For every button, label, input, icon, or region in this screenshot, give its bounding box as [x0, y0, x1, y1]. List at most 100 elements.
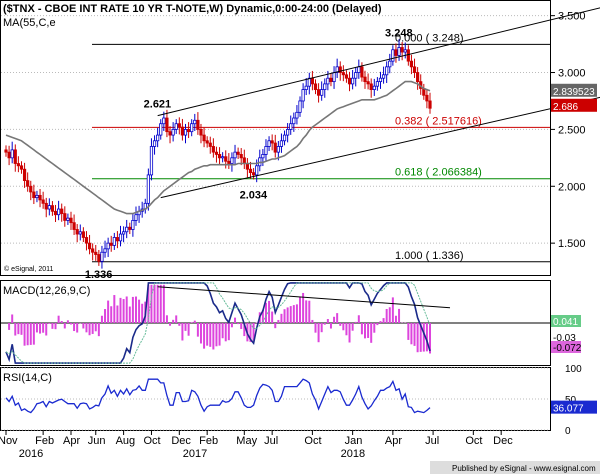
rsi-y-tick-label: 100	[565, 364, 582, 375]
x-month-label: Oct	[465, 435, 482, 447]
candle-body	[94, 251, 98, 255]
candle-body	[196, 119, 200, 130]
rsi-panel	[0, 367, 551, 431]
candle-body	[307, 77, 311, 87]
candle-body	[397, 47, 401, 56]
candle-body	[385, 66, 389, 76]
candle-body	[239, 154, 243, 159]
candle-body	[242, 157, 246, 164]
candle-body	[205, 140, 209, 144]
candle-body	[245, 163, 250, 170]
x-month-label: Aug	[116, 435, 136, 447]
candle-body	[323, 83, 327, 90]
candle-body	[159, 123, 163, 136]
fib-label: 0.382 ( 2.517616)	[395, 115, 482, 127]
candle-body	[316, 89, 321, 96]
rsi-y-tick-label: 50	[565, 395, 577, 406]
candle-body	[47, 205, 51, 210]
footer-bar: Published by eSignal - www.esignal.com	[430, 461, 600, 474]
candle-body	[174, 123, 178, 130]
candle-body	[366, 81, 370, 85]
candle-body	[125, 226, 129, 233]
candle-body	[162, 117, 166, 125]
candle-body	[347, 77, 352, 85]
candle-body	[233, 151, 237, 159]
candle-body	[341, 72, 345, 76]
rsi-value-badge-bg	[551, 400, 597, 414]
macd-value-badge-bg	[551, 341, 581, 353]
candle-body	[412, 66, 417, 73]
x-month-label: May	[236, 435, 257, 447]
candle-body	[338, 66, 342, 73]
candle-body	[146, 174, 150, 204]
chart-title: ($TNX - CBOE INT RATE 10 YR T-NOTE,W) Dy…	[3, 3, 382, 15]
candle-body	[292, 117, 296, 125]
macd-value-label: -0.072	[553, 343, 582, 354]
candle-body	[409, 60, 414, 68]
price-y-tick-label: 2.500	[558, 124, 586, 136]
candle-body	[289, 123, 293, 130]
candle-body	[193, 119, 197, 125]
candle-body	[279, 140, 284, 147]
candle-body	[87, 242, 92, 250]
candle-body	[29, 185, 33, 193]
candle-body	[91, 248, 95, 253]
candle-body	[183, 128, 188, 136]
candle-body	[152, 140, 157, 147]
candle-body	[214, 151, 219, 155]
candle-body	[301, 89, 305, 102]
candle-body	[295, 111, 299, 119]
candle-body	[38, 194, 42, 201]
price-annotation: 2.621	[144, 99, 172, 111]
candle-body	[217, 154, 222, 159]
candle-body	[72, 222, 76, 230]
candle-body	[32, 191, 36, 199]
price-annotation: 1.336	[85, 269, 113, 281]
moving-average-line	[5, 80, 431, 215]
candle-body	[428, 100, 432, 109]
candle-body	[313, 83, 318, 90]
candle-body	[230, 157, 234, 164]
candle-body	[261, 154, 265, 159]
candle-body	[394, 49, 398, 56]
candle-body	[273, 142, 277, 153]
candle-body	[406, 49, 410, 62]
candle-body	[221, 156, 225, 159]
candle-body	[60, 208, 64, 214]
candle-body	[156, 134, 160, 142]
candle-body	[10, 149, 14, 159]
candle-body	[109, 242, 113, 246]
candle-body	[270, 140, 274, 144]
candle-body	[168, 131, 172, 136]
candle-body	[388, 60, 392, 68]
candle-body	[202, 134, 206, 142]
candle-body	[44, 202, 48, 210]
candle-body	[122, 231, 126, 235]
candle-body	[16, 163, 20, 167]
x-month-label: Jan	[345, 435, 363, 447]
channel-line	[157, 7, 600, 117]
x-year-label: 2017	[183, 448, 207, 460]
rsi-value-label: 36.077	[553, 404, 584, 415]
x-month-label: Jun	[88, 435, 106, 447]
rsi-label: RSI(14,C)	[3, 372, 52, 384]
rsi-line	[5, 378, 431, 414]
candle-body	[128, 226, 132, 230]
candle-body	[255, 165, 259, 176]
candle-body	[224, 156, 228, 162]
candle-body	[211, 146, 215, 153]
candle-body	[360, 66, 364, 78]
candle-body	[227, 160, 231, 164]
candle-body	[100, 251, 104, 262]
candle-body	[149, 146, 154, 176]
rsi-y-tick-label: 0	[565, 426, 571, 437]
candle-body	[13, 149, 17, 164]
candle-body	[106, 242, 110, 250]
x-month-label: Feb	[199, 435, 218, 447]
candle-body	[50, 205, 55, 212]
candle-body	[112, 237, 116, 246]
candle-body	[351, 77, 355, 85]
price-y-tick-label: 3.500	[558, 11, 586, 23]
candle-body	[131, 219, 135, 230]
candle-body	[103, 248, 107, 253]
